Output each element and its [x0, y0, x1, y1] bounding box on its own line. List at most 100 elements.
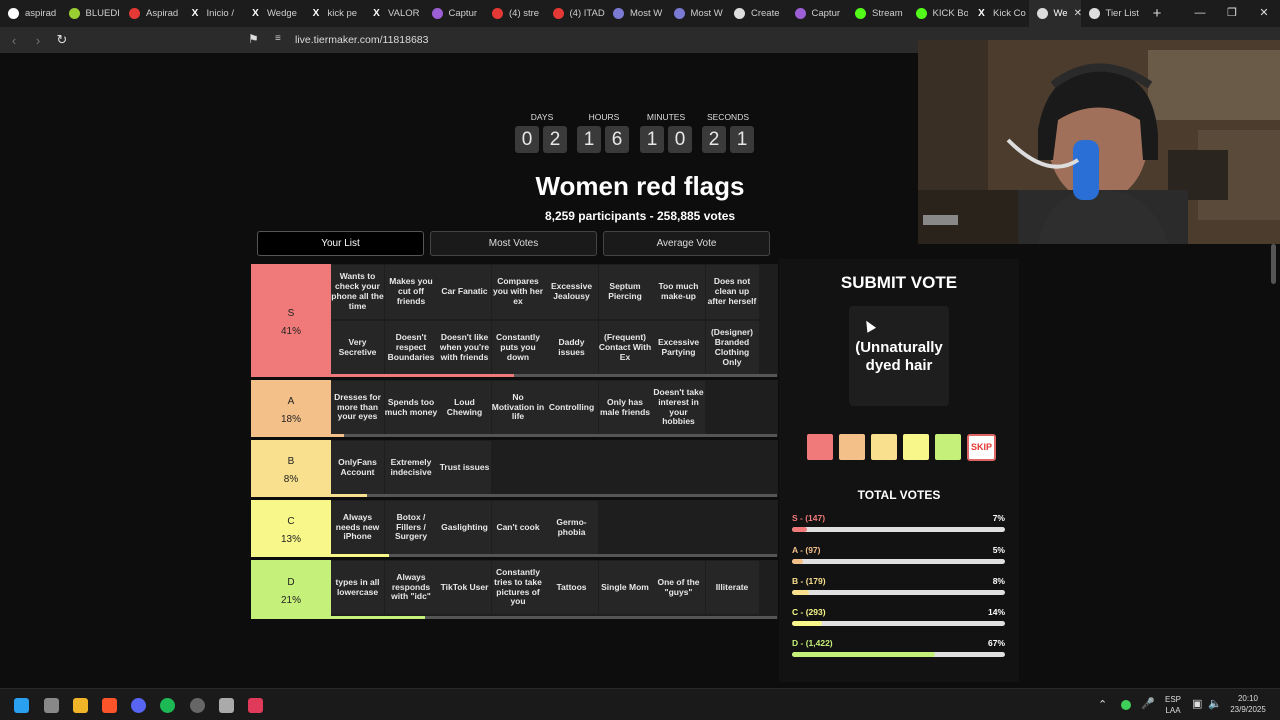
network-icon[interactable]: ▣	[1192, 698, 1203, 710]
calculator-icon[interactable]	[219, 698, 234, 713]
volume-icon[interactable]: 🔈	[1208, 698, 1222, 710]
browser-tab[interactable]: Stream	[847, 0, 908, 27]
bookmark-icon[interactable]: ⚑	[248, 32, 259, 46]
restore-icon[interactable]: ❐	[1227, 7, 1237, 19]
tier-item[interactable]: Wants to check your phone all the time	[331, 265, 384, 319]
browser-tab[interactable]: (4) stre	[484, 0, 545, 27]
discord-icon[interactable]	[131, 698, 146, 713]
tier-item[interactable]: Controlling	[545, 381, 598, 434]
tier-item[interactable]: Car Fanatic	[438, 265, 491, 319]
tier-item[interactable]: Germo-phobia	[545, 501, 598, 554]
tab-label: VALOR	[388, 8, 420, 19]
browser-tab[interactable]: Most W	[605, 0, 666, 27]
tier-item[interactable]: (Frequent) Contact With Ex	[598, 321, 652, 375]
browser-tab[interactable]: Tier List	[1081, 0, 1142, 27]
vote-tier-button[interactable]	[839, 434, 865, 460]
x-logo-icon: X	[978, 8, 985, 19]
tier-item[interactable]: Single Mom	[598, 561, 652, 614]
app-icon[interactable]	[248, 698, 263, 713]
tier-item[interactable]: No Motivation in life	[491, 381, 545, 434]
spotify-icon[interactable]	[160, 698, 175, 713]
browser-tab[interactable]: BLUEDI	[61, 0, 122, 27]
tier-item[interactable]: Extremely indecisive	[384, 441, 438, 494]
url-field[interactable]: live.tiermaker.com/11818683	[295, 34, 429, 46]
brave-browser-icon[interactable]	[102, 698, 117, 713]
tier-item[interactable]: Septum Piercing	[598, 265, 652, 319]
tier-item[interactable]: Doesn't take interest in your hobbies	[652, 381, 705, 434]
browser-tab[interactable]: Most W	[666, 0, 727, 27]
tier-item[interactable]: Always responds with "idc"	[384, 561, 438, 614]
site-settings-icon[interactable]: ≡	[275, 33, 281, 44]
tier-item[interactable]: (Designer) Branded Clothing Only	[705, 321, 759, 375]
browser-tab[interactable]: X VALOR	[363, 0, 424, 27]
tier-item[interactable]: Dresses for more than your eyes	[331, 381, 384, 434]
browser-tab[interactable]: Aspirad	[121, 0, 182, 27]
tab-most-votes[interactable]: Most Votes	[430, 231, 597, 256]
browser-tab[interactable]: KICK Bo	[908, 0, 968, 27]
tier-item[interactable]: Daddy issues	[545, 321, 598, 375]
tier-item[interactable]: Excessive Jealousy	[545, 265, 598, 319]
tab-your-list[interactable]: Your List	[257, 231, 424, 256]
task-view-icon[interactable]	[44, 698, 59, 713]
tier-item[interactable]: Makes you cut off friends	[384, 265, 438, 319]
back-icon[interactable]: ‹	[11, 32, 17, 48]
tier-item[interactable]: types in all lowercase	[331, 561, 384, 614]
skip-button[interactable]: SKIP	[967, 434, 996, 461]
tier-item[interactable]: Trust issues	[438, 441, 491, 494]
browser-tab[interactable]: Create	[726, 0, 787, 27]
status-dot-icon[interactable]	[1121, 700, 1131, 710]
tier-item[interactable]: Loud Chewing	[438, 381, 491, 434]
tab-average-vote[interactable]: Average Vote	[603, 231, 770, 256]
minimize-icon[interactable]: —	[1194, 7, 1206, 19]
browser-tab[interactable]: Captur	[424, 0, 485, 27]
microphone-icon[interactable]: 🎤	[1141, 698, 1155, 710]
tier-item[interactable]: OnlyFans Account	[331, 441, 384, 494]
browser-tab[interactable]: X Wedge	[242, 0, 303, 27]
vote-item-card[interactable]	[849, 306, 949, 406]
tier-item[interactable]: Botox / Fillers / Surgery	[384, 501, 438, 554]
vote-tier-button[interactable]	[903, 434, 929, 460]
tier-item[interactable]: Very Secretive	[331, 321, 384, 375]
tier-item[interactable]: Constantly tries to take pictures of you	[491, 561, 545, 614]
tier-item[interactable]: Too much make-up	[652, 265, 705, 319]
tier-item[interactable]: Doesn't like when you're with friends	[438, 321, 491, 375]
tier-item[interactable]: TikTok User	[438, 561, 491, 614]
browser-tab[interactable]: (4) ITAD	[545, 0, 606, 27]
tier-item[interactable]: Illiterate	[705, 561, 759, 614]
tier-item[interactable]: One of the "guys"	[652, 561, 705, 614]
reload-icon[interactable]: ↻	[56, 32, 68, 47]
browser-tab[interactable]: We ✕	[1028, 0, 1081, 27]
tier-item[interactable]: Doesn't respect Boundaries	[384, 321, 438, 375]
favicon-icon	[673, 8, 685, 19]
clock-time[interactable]: 20:10	[1237, 694, 1259, 703]
browser-tab[interactable]: X Kick Co	[968, 0, 1029, 27]
vote-tier-button[interactable]	[935, 434, 961, 460]
vote-tier-button[interactable]	[807, 434, 833, 460]
tier-item[interactable]: Only has male friends	[598, 381, 652, 434]
obs-icon[interactable]	[190, 698, 205, 713]
close-window-icon[interactable]: ✕	[1259, 7, 1269, 19]
page-scrollbar[interactable]	[1271, 244, 1276, 284]
browser-tab[interactable]: X Inicio /	[182, 0, 243, 27]
vote-tier-button[interactable]	[871, 434, 897, 460]
file-explorer-icon[interactable]	[73, 698, 88, 713]
new-tab-button[interactable]: +	[1152, 5, 1162, 22]
start-menu-icon[interactable]	[14, 698, 29, 713]
tier-item[interactable]: Does not clean up after herself	[705, 265, 759, 319]
tray-overflow-icon[interactable]: ⌃	[1098, 699, 1108, 711]
tier-item[interactable]: Compares you with her ex	[491, 265, 545, 319]
forward-icon[interactable]: ›	[35, 32, 41, 48]
tier-item[interactable]: Excessive Partying	[652, 321, 705, 375]
tier-item[interactable]: Can't cook	[491, 501, 545, 554]
tier-item[interactable]: Constantly puts you down	[491, 321, 545, 375]
language-indicator[interactable]: ESP	[1164, 695, 1181, 704]
browser-tab[interactable]: Captur	[787, 0, 848, 27]
tier-item[interactable]: Always needs new iPhone	[331, 501, 384, 554]
close-tab-icon[interactable]: ✕	[1073, 8, 1081, 19]
tier-item[interactable]: Spends too much money	[384, 381, 438, 434]
x-logo-icon: X	[312, 8, 320, 19]
tier-item[interactable]: Gaslighting	[438, 501, 491, 554]
tier-item[interactable]: Tattoos	[545, 561, 598, 614]
browser-tab[interactable]: aspirad	[0, 0, 61, 27]
